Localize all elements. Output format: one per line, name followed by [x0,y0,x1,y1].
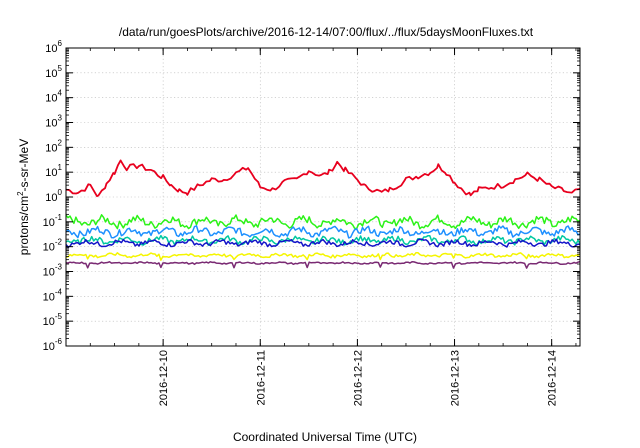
y-axis-label-base: protons/cm [17,196,31,255]
y-tick-label: 10-3 [43,263,63,279]
grid [66,48,580,346]
x-tick-label: 2016-12-10 [158,350,170,406]
x-tick-label: 2016-12-14 [547,350,559,406]
chart-title: /data/run/goesPlots/archive/2016-12-14/0… [119,25,534,39]
y-axis-label: protons/cm2-s-sr-MeV [16,139,31,255]
x-tick-label: 2016-12-11 [255,350,267,405]
y-tick-label: 102 [45,138,62,154]
y-tick-label: 10-1 [43,213,63,229]
y-tick-label: 10-4 [43,287,63,303]
ticks-layer: 10-6 10-5 10-4 10-3 10-2 10-1 100 101 102 103 104 1… [43,39,580,406]
y-tick-label: 10-2 [43,238,63,254]
y-tick-label: 100 [45,188,62,204]
y-axis-label-rest: -s-sr-MeV [17,139,31,192]
y-tick-label: 105 [45,64,62,80]
series-line [65,225,581,239]
y-tick-label: 106 [45,39,62,55]
y-tick-label: 104 [45,89,62,105]
series-layer [65,159,581,269]
y-tick-label: 101 [45,163,62,179]
plot-frame [65,47,581,347]
series-line [65,251,581,261]
x-axis-label: Coordinated Universal Time (UTC) [233,430,417,444]
y-tick-label: 10-5 [43,312,63,328]
y-tick-label: 103 [45,114,62,130]
series-line [65,238,581,248]
series-line [65,260,581,269]
series-line [65,159,581,198]
y-axis-label-sup: 2 [16,191,25,196]
x-tick-label: 2016-12-12 [352,350,364,406]
series-line [65,214,581,230]
x-tick-label: 2016-12-13 [450,350,462,406]
y-tick-label: 10-6 [43,337,63,353]
